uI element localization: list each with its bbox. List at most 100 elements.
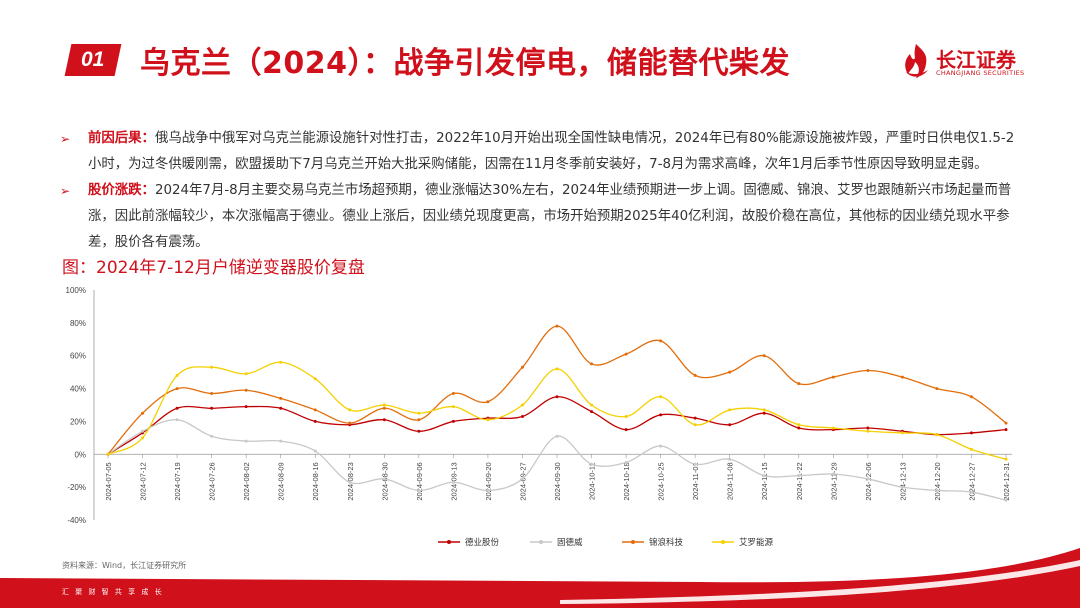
data-point [210,365,214,369]
x-tick-label: 2024-11-22 [795,462,804,500]
data-point [935,488,939,492]
data-point [831,426,835,430]
x-tick-label: 2024-12-13 [898,462,907,500]
data-point [659,339,663,343]
data-point [866,426,870,430]
data-point [900,375,904,379]
data-point [244,439,248,443]
data-point [831,472,835,476]
data-point [728,408,732,412]
data-point [969,490,973,494]
data-point [141,411,145,415]
data-point [451,405,455,409]
x-tick-label: 2024-09-06 [415,462,424,500]
legend-marker [721,540,725,544]
data-point [279,396,283,400]
page-header: 01 乌克兰（2024）：战争引发停电，储能替代柴发 长江证券 CHANGJIA… [0,0,1080,100]
x-tick-label: 2024-12-06 [864,462,873,500]
data-point [382,406,386,410]
data-point [762,354,766,358]
data-point [659,444,663,448]
x-tick-label: 2024-08-16 [311,462,320,500]
data-point [693,423,697,427]
data-point [935,433,939,437]
data-point [106,452,110,456]
data-point [210,434,214,438]
data-point [935,387,939,391]
data-point [555,395,559,399]
data-point [728,423,732,427]
data-point [244,405,248,409]
bullet-list: ➢ 前因后果：俄乌战争中俄军对乌克兰能源设施针对性打击，2022年10月开始出现… [60,126,1020,256]
data-point [417,418,421,422]
bullet-cause: ➢ 前因后果：俄乌战争中俄军对乌克兰能源设施针对性打击，2022年10月开始出现… [60,126,1020,178]
legend-marker [631,540,635,544]
data-point [900,431,904,435]
data-point [866,429,870,433]
legend-label: 固德威 [557,537,583,548]
source-note: 资料来源：Wind，长江证券研究所 [62,561,187,570]
data-point [141,429,145,433]
data-point [590,410,594,414]
data-point [313,377,317,381]
data-point [451,392,455,395]
data-point [417,411,421,415]
x-tick-label: 2024-10-18 [622,462,631,500]
data-point [520,365,524,369]
y-tick-label: 60% [70,352,86,361]
x-tick-label: 2024-11-29 [829,462,838,500]
x-tick-label: 2024-08-02 [242,462,251,500]
data-point [451,419,455,423]
data-point [348,480,352,484]
x-tick-label: 2024-09-27 [518,462,527,500]
bullet-text: 俄乌战争中俄军对乌克兰能源设施针对性打击，2022年10月开始出现全国性缺电情况… [88,131,1015,172]
data-point [279,439,283,443]
data-point [1004,498,1008,502]
data-point [590,462,594,466]
data-point [590,403,594,407]
data-point [1004,457,1008,461]
data-point [797,423,801,427]
y-tick-label: 100% [66,286,86,295]
data-point [969,431,973,435]
logo-name: 长江证券 [936,48,1016,72]
data-point [900,485,904,489]
logo-english-name: CHANGJIANG SECURITIES [936,69,1025,77]
series-line-4 [107,361,1007,460]
data-point [417,488,421,492]
data-point [728,370,732,374]
x-tick-label: 2024-08-09 [277,462,286,500]
y-tick-label: -20% [67,483,86,492]
data-point [279,406,283,410]
data-point [797,382,801,386]
figure-title: 图：2024年7-12月户储逆变器股价复盘 [62,258,365,278]
data-point [969,395,973,399]
data-point [624,352,628,356]
x-tick-label: 2024-11-15 [760,462,769,500]
data-point [313,449,317,453]
data-point [659,395,663,399]
data-point [1004,428,1008,432]
data-point [279,360,283,364]
data-point [693,462,697,466]
data-point [590,362,594,366]
x-tick-label: 2024-09-30 [553,462,562,500]
data-point [175,418,179,422]
legend-label: 德业股份 [465,537,500,548]
data-point [210,392,214,395]
x-tick-label: 2024-12-31 [1002,462,1011,500]
data-point [244,388,248,392]
brand-logo: 长江证券 CHANGJIANG SECURITIES [900,42,1030,82]
data-point [382,418,386,422]
data-point [417,429,421,433]
legend-label: 艾罗能源 [739,537,774,548]
data-point [486,418,490,422]
x-tick-label: 2024-07-05 [104,462,113,500]
section-number: 01 [81,48,105,71]
data-point [382,477,386,481]
data-point [210,406,214,410]
data-point [659,413,663,417]
data-point [486,400,490,404]
data-point [451,480,455,484]
data-point [762,474,766,478]
